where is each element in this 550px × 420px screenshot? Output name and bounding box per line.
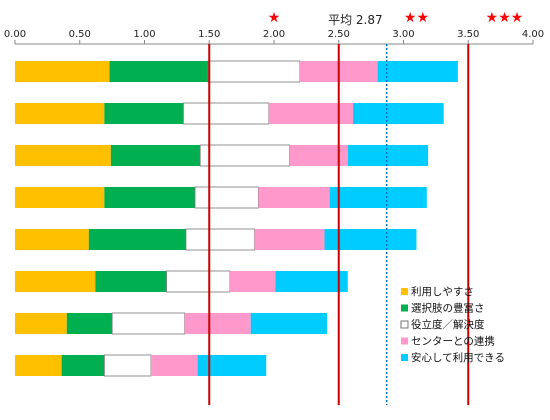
legend-swatch bbox=[401, 354, 408, 361]
bar-segment bbox=[377, 61, 458, 82]
bar-segment bbox=[15, 145, 111, 166]
x-tick-label: 2.00 bbox=[263, 29, 285, 40]
bar-segment bbox=[15, 229, 89, 250]
legend-swatch bbox=[401, 288, 408, 295]
bar-segment bbox=[229, 271, 276, 292]
bar-segment bbox=[258, 187, 330, 208]
bar-segment bbox=[61, 355, 105, 376]
bar-segment bbox=[150, 355, 198, 376]
bar-segment bbox=[15, 61, 110, 82]
legend-label: 選択肢の豊富さ bbox=[411, 302, 485, 315]
bar-segment bbox=[184, 313, 251, 334]
x-tick-label: 3.00 bbox=[392, 29, 414, 40]
legend-label: 安心して利用できる bbox=[411, 351, 505, 364]
bar-segment bbox=[182, 102, 270, 125]
star-annotation: ★★ bbox=[404, 10, 429, 26]
bar-row bbox=[15, 312, 328, 335]
bar-row bbox=[15, 228, 417, 251]
x-tick-label: 1.50 bbox=[198, 29, 220, 40]
bar-row bbox=[15, 270, 348, 293]
star-annotation: ★★★ bbox=[486, 10, 524, 26]
bar-segment bbox=[88, 229, 186, 250]
legend-swatch bbox=[401, 337, 408, 345]
bar-row bbox=[15, 186, 427, 209]
bar-segment bbox=[194, 186, 259, 209]
bar-segment bbox=[15, 313, 67, 334]
average-label: 平均 2.87 bbox=[328, 13, 383, 27]
bar-segment bbox=[275, 271, 348, 292]
x-tick-label: 0.00 bbox=[4, 29, 26, 40]
x-tick-label: 2.50 bbox=[328, 29, 350, 40]
legend-label: センターとの連携 bbox=[411, 335, 495, 348]
bar-segment bbox=[15, 355, 62, 376]
bar-segment bbox=[15, 187, 105, 208]
bar-segment bbox=[104, 103, 184, 124]
star-annotation: ★ bbox=[268, 10, 281, 26]
bar-segment bbox=[15, 271, 96, 292]
bar-segment bbox=[329, 187, 427, 208]
bar-segment bbox=[185, 228, 255, 251]
bar-row bbox=[15, 144, 429, 167]
bar-segment bbox=[352, 103, 444, 124]
bar-segment bbox=[95, 271, 167, 292]
bar-segment bbox=[254, 229, 325, 250]
x-tick-label: 1.00 bbox=[133, 29, 155, 40]
bar-row bbox=[15, 102, 444, 125]
x-tick-label: 4.00 bbox=[522, 29, 544, 40]
bar-row bbox=[15, 354, 267, 377]
bar-segment bbox=[111, 312, 186, 335]
x-tick-label: 0.50 bbox=[69, 29, 91, 40]
bar-segment bbox=[104, 187, 196, 208]
bar-segment bbox=[197, 355, 267, 376]
bar-segment bbox=[66, 313, 113, 334]
bar-segment bbox=[15, 103, 105, 124]
x-tick-label: 3.50 bbox=[457, 29, 479, 40]
bar-segment bbox=[250, 313, 328, 334]
bar-segment bbox=[324, 229, 417, 250]
bar-segment bbox=[109, 61, 208, 82]
bar-segment bbox=[166, 270, 231, 293]
legend-swatch bbox=[400, 320, 409, 329]
bar-row bbox=[15, 60, 458, 83]
legend-label: 利用しやすさ bbox=[411, 286, 474, 298]
bar-segment bbox=[199, 144, 290, 167]
bar-segment bbox=[207, 60, 301, 83]
legend-swatch bbox=[401, 304, 408, 312]
legend-label: 役立度／解決度 bbox=[411, 318, 485, 331]
bar-segment bbox=[289, 145, 348, 166]
bar-segment bbox=[103, 354, 152, 377]
bar-segment bbox=[347, 145, 429, 166]
bar-segment bbox=[110, 145, 201, 166]
bar-segment bbox=[268, 103, 353, 124]
